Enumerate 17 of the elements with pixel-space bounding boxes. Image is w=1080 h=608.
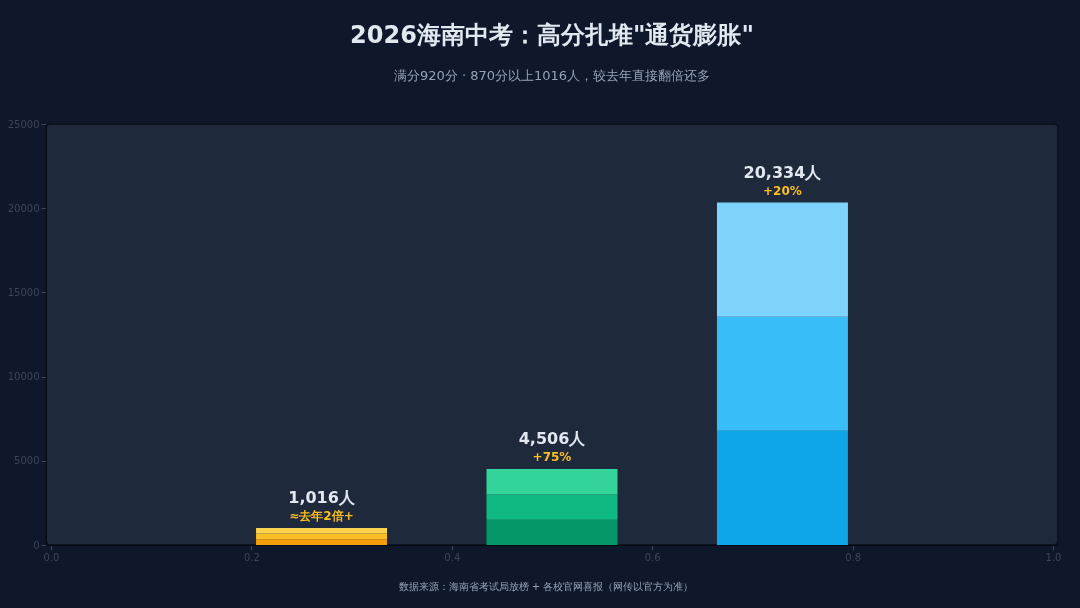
annotation: +75%: [532, 450, 572, 465]
total-label: 20,334人: [743, 162, 823, 182]
bar: [716, 430, 848, 545]
annotation: +20%: [763, 183, 802, 198]
bar: [256, 539, 388, 545]
bar: [256, 527, 388, 534]
chart-subtitle: 满分920分 · 870分以上1016人，较去年直接翻倍还多: [393, 68, 711, 83]
bar: [716, 316, 848, 431]
bar: [716, 202, 848, 317]
bar: [486, 519, 618, 545]
total-label: 1,016人: [288, 487, 356, 507]
bar: [486, 469, 618, 495]
bar: [486, 494, 618, 520]
source-note: 数据来源：海南省考试局放榜 + 各校官网喜报（网传以官方为准）: [398, 581, 694, 592]
chart-title: 2026海南中考：高分扎堆"通货膨胀": [350, 21, 754, 49]
total-label: 4,506人: [518, 429, 587, 449]
annotation: ≈去年2倍+: [289, 508, 354, 523]
